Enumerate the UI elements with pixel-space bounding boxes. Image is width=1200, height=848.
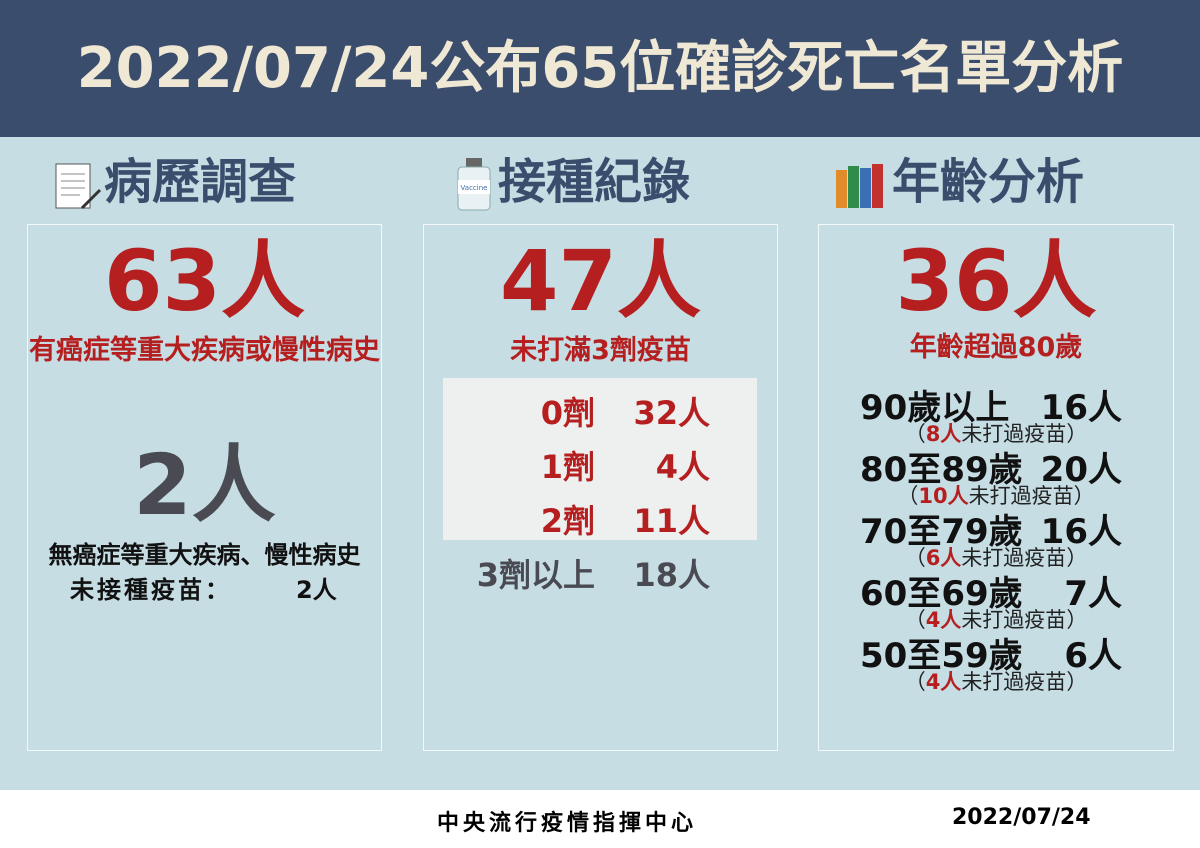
paren: ） [1073,484,1095,508]
svg-text:Vaccine: Vaccine [461,184,488,192]
section-heading: 接種紀錄 [498,154,691,210]
dose-label: 3劑以上 [476,556,595,594]
unvax-count: 8人 [925,422,962,446]
unvax-count: 4人 [925,670,962,694]
unvax-note: （4人未打過疫苗） [818,604,1174,634]
age-label: 90歲以上 [860,388,1010,428]
paren: ） [1066,670,1088,694]
section-heading: 病歷調查 [104,154,297,210]
note-value: 2人 [296,576,337,604]
age-count: 16人 [1040,388,1122,428]
paren: （ [904,422,926,446]
doc-icon [55,163,102,210]
unvax-text: 未打過疫苗 [961,670,1067,694]
footer-date: 2022/07/24 [952,805,1091,830]
age-label: 50至59歲 [860,636,1023,676]
big-number: 47人 [500,232,701,330]
dose-label: 0劑 [540,394,595,432]
note: 無癌症等重大疾病、慢性病史 [48,541,361,569]
section-heading: 年齡分析 [892,154,1085,210]
panel [27,224,382,751]
unvax-count: 10人 [918,484,969,508]
unvax-note: （6人未打過疫苗） [818,542,1174,572]
dose-label: 2劑 [540,502,595,540]
unvax-count: 6人 [925,546,962,570]
paren: ） [1066,546,1088,570]
panel [423,224,778,751]
age-label: 70至79歲 [860,512,1023,552]
unvax-note: （4人未打過疫苗） [818,666,1174,696]
age-label: 80至89歲 [860,450,1023,490]
unvax-note: （10人未打過疫苗） [818,480,1174,510]
paren: （ [897,484,919,508]
dose-count: 18人 [633,556,710,594]
age-count: 7人 [1064,574,1122,614]
paren: ） [1066,608,1088,632]
dose-count: 4人 [655,448,710,486]
big-number: 63人 [104,232,305,330]
vaccine-icon: Vaccine [457,158,491,211]
paren: （ [904,608,926,632]
age-count: 6人 [1064,636,1122,676]
paren: ） [1066,422,1088,446]
footer [0,790,1200,848]
books-icon [836,164,883,208]
table-bg [443,378,757,540]
unvax-text: 未打過疫苗 [961,608,1067,632]
unvax-text: 未打過疫苗 [961,546,1067,570]
unvax-text: 未打過疫苗 [961,422,1067,446]
big-number: 36人 [895,232,1097,330]
age-count: 16人 [1040,512,1122,552]
unvax-count: 4人 [925,608,962,632]
age-label: 60至69歲 [860,574,1023,614]
header-band [0,0,1200,137]
unvax-note: （8人未打過疫苗） [818,418,1174,448]
unvax-text: 未打過疫苗 [968,484,1074,508]
panel [818,224,1174,751]
big-number: 2人 [133,436,276,534]
subtitle: 未打滿3劑疫苗 [510,335,691,366]
paren: （ [904,670,926,694]
dose-count: 11人 [633,502,710,540]
note: 未接種疫苗： [70,576,232,604]
footer-org: 中央流行疫情指揮中心 [437,811,698,836]
subtitle: 有癌症等重大疾病或慢性病史 [29,335,380,366]
dose-count: 32人 [633,394,710,432]
title: 2022/07/24公布65位確診死亡名單分析 [76,36,1124,101]
paren: （ [904,546,926,570]
subtitle: 年齡超過80歲 [909,332,1083,363]
age-count: 20人 [1040,450,1122,490]
dose-label: 1劑 [540,448,595,486]
